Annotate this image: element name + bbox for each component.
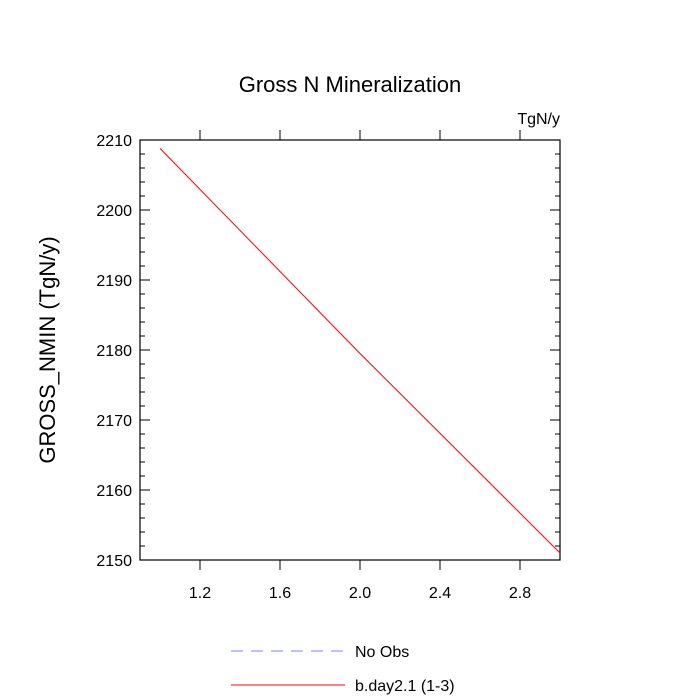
legend-label: No Obs: [355, 644, 409, 661]
plot-border: [139, 139, 561, 561]
x-tick-label: 1.6: [269, 585, 291, 602]
y-tick-label: 2160: [96, 483, 132, 500]
x-ticks: 1.2 1.6 2.0 2.4 2.8: [189, 130, 531, 602]
x-tick-label: 1.2: [189, 585, 211, 602]
series-layer: [159, 148, 561, 554]
y-tick-label: 2210: [96, 133, 132, 150]
units-label: TgN/y: [517, 111, 560, 128]
y-tick-label: 2200: [96, 203, 132, 220]
y-tick-label: 2190: [96, 273, 132, 290]
x-tick-label: 2.4: [429, 585, 451, 602]
legend: No Obs b.day2.1 (1-3): [231, 644, 455, 695]
x-tick-label: 2.0: [349, 585, 371, 602]
legend-label: b.day2.1 (1-3): [355, 678, 455, 695]
y-tick-label: 2170: [96, 413, 132, 430]
y-tick-label: 2180: [96, 343, 132, 360]
x-tick-label: 2.8: [509, 585, 531, 602]
chart-title: Gross N Mineralization: [239, 72, 462, 97]
y-axis-label: GROSS_NMIN (TgN/y): [35, 236, 60, 463]
y-ticks: 2150 2160 2170 2180 2190 2200 2210: [96, 133, 560, 570]
plot-frame: [139, 139, 561, 561]
series-line: [159, 148, 561, 554]
y-tick-label: 2150: [96, 553, 132, 570]
